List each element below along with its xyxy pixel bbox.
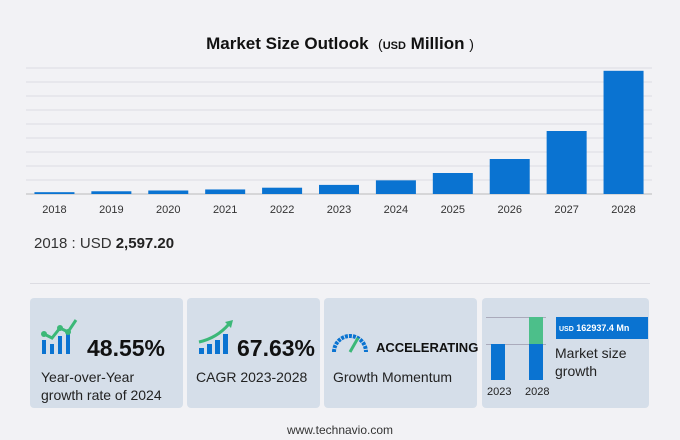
x-tick-label: 2028: [611, 204, 635, 216]
cagr-value: 67.63%: [237, 335, 316, 361]
bar-growth: [529, 317, 543, 344]
footer-url: www.technavio.com: [286, 423, 394, 437]
growth-label: Market size growth: [555, 345, 627, 379]
bar-2026: [489, 159, 530, 194]
yoy-label: Year-over-Year growth rate of 2024: [41, 369, 162, 403]
momentum-card: ACCELERATING Growth Momentum: [324, 298, 479, 408]
yoy-value: 48.55%: [87, 335, 166, 361]
bar-2020: [148, 190, 189, 194]
trend-up-icon: [198, 320, 233, 354]
year-2028: 2028: [525, 386, 550, 398]
gridline: [486, 344, 546, 345]
bar-2021: [205, 189, 246, 194]
x-tick-label: 2023: [327, 204, 351, 216]
x-tick-label: 2027: [554, 204, 578, 216]
bar-2023: [491, 344, 505, 380]
momentum-value: ACCELERATING: [376, 340, 479, 355]
divider: [30, 283, 650, 284]
bar-2028: [603, 70, 644, 194]
cagr-card: 67.63% CAGR 2023-2028: [187, 298, 320, 408]
x-tick-label: 2018: [42, 204, 66, 216]
x-tick-label: 2024: [384, 204, 408, 216]
growth-chart-icon: [41, 319, 78, 354]
cagr-label: CAGR 2023-2028: [196, 369, 308, 385]
momentum-label: Growth Momentum: [333, 369, 453, 385]
bar-2022: [262, 187, 303, 194]
x-tick-label: 2019: [99, 204, 123, 216]
x-tick-label: 2026: [497, 204, 521, 216]
bar-2027: [546, 131, 587, 194]
x-tick-label: 2025: [441, 204, 465, 216]
yoy-card: 48.55% Year-over-Year growth rate of 2024: [30, 298, 183, 408]
bar-2025: [432, 173, 473, 194]
gridline: [486, 317, 546, 318]
x-tick-label: 2021: [213, 204, 237, 216]
x-tick-label: 2020: [156, 204, 180, 216]
bar-chart: 2018 2019 2020 2021 2022 2023 2024 2025 2026 2027…: [26, 67, 652, 216]
year-2023: 2023: [487, 386, 512, 398]
bar-2023: [319, 184, 359, 194]
bar-2018: [34, 192, 75, 194]
growth-value-badge: USD 162937.4 Mn: [556, 317, 648, 339]
bar-2024: [375, 180, 416, 194]
base-year-value: 2018 : USD 2,597.20: [34, 235, 175, 252]
market-growth-card: 2023 2028 USD 162937.4 Mn Market size gro…: [482, 298, 649, 408]
speedometer-icon: [332, 334, 368, 353]
chart-title: Market Size Outlook (USD Million ): [206, 34, 474, 53]
bar-2028: [529, 344, 543, 380]
bar-2019: [91, 191, 132, 194]
x-tick-label: 2022: [270, 204, 294, 216]
